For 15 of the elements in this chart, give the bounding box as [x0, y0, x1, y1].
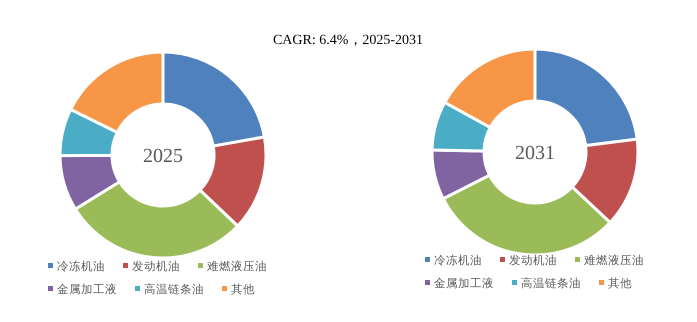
legend-label: 其他 [608, 277, 632, 290]
legend-label: 冷冻机油 [57, 259, 105, 273]
legend-label: 冷冻机油 [434, 253, 482, 267]
legend-label: 发动机油 [132, 260, 180, 273]
legend-label: 金属加工液 [434, 276, 494, 290]
legend-label: 高温链条油 [521, 276, 581, 290]
legend-label: 金属加工液 [57, 282, 117, 296]
text: 2025 [143, 145, 183, 167]
text: 2031 [515, 142, 555, 164]
legend-label: 发动机油 [509, 254, 557, 267]
text: CAGR: 6.4%，2025-2031 [272, 33, 424, 48]
legend-label: 其他 [231, 283, 255, 296]
legend-label: 高温链条油 [144, 282, 204, 296]
legend-label: 难燃液压油 [583, 253, 644, 267]
legend-label: 难燃液压油 [206, 259, 267, 273]
